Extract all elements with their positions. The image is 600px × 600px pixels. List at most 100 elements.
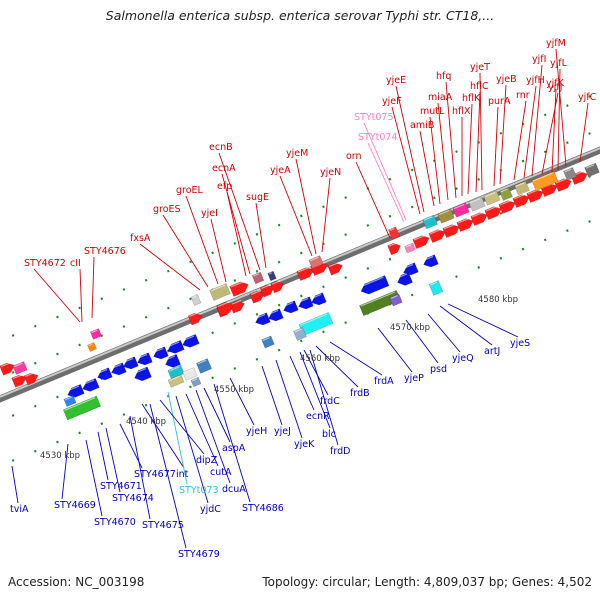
forward-gene-2 [23, 372, 39, 386]
leader-line [295, 158, 317, 255]
top-feature-2 [87, 342, 97, 352]
gene-label-top: hflX [452, 106, 471, 117]
leader-line [419, 130, 435, 207]
gene-label-bottom: artJ [484, 346, 500, 357]
leader-line [557, 68, 561, 171]
reverse-gene-block-1 [164, 353, 181, 368]
forward-gene-12 [387, 242, 401, 256]
bottom-feature-0 [62, 395, 102, 421]
gene-label-top: yjeM [286, 148, 308, 159]
leader-line [493, 106, 499, 187]
leader-line [523, 85, 537, 179]
leader-line [329, 341, 383, 376]
forward-gene-7 [259, 284, 275, 298]
gene-label-top: sugE [246, 192, 269, 203]
gene-label-top: yjeB [496, 74, 517, 85]
leader-line [203, 387, 231, 443]
leader-line [139, 243, 201, 291]
leader-line [363, 122, 407, 221]
leader-line [79, 268, 83, 323]
top-feature-18 [563, 167, 577, 181]
reverse-gene-9 [282, 300, 299, 314]
gene-label-bottom: STY4671 [100, 481, 142, 492]
leader-line [129, 415, 151, 520]
gene-label-top: STY4672 [24, 258, 66, 269]
gene-label-bottom: dcuA [222, 484, 246, 495]
gene-label-top: yjfK [546, 78, 565, 89]
forward-gene-23 [554, 177, 572, 193]
leader-line [149, 403, 187, 549]
leader-line [445, 81, 457, 199]
gene-label-bottom: yjeQ [452, 353, 474, 364]
gene-label-bottom: int [176, 469, 189, 480]
leader-line [531, 64, 543, 177]
gene-label-top: yjeI [201, 208, 218, 219]
leader-line [105, 427, 121, 493]
reverse-gene-15 [81, 377, 100, 392]
gene-label-bottom: frdC [320, 396, 340, 407]
forward-gene-11 [327, 261, 343, 276]
leader-line [355, 161, 391, 239]
forward-gene-17 [470, 211, 488, 227]
forward-gene-18 [484, 205, 502, 221]
leader-line [167, 391, 188, 485]
leader-line [226, 191, 247, 277]
gene-label-bottom: frdA [374, 376, 394, 387]
leader-line [303, 349, 329, 396]
gene-label-bottom: STY4669 [54, 500, 96, 511]
forward-gene-9 [296, 266, 314, 282]
gene-label-bottom: STY4677 [134, 469, 176, 480]
gene-label-bottom: yjeK [294, 439, 315, 450]
gene-label-top: hflK [462, 93, 481, 104]
genome-summary-text: Topology: circular; Length: 4,809,037 bp… [262, 575, 592, 589]
scale-label: 4540 kbp [126, 417, 166, 427]
leader-line [391, 106, 421, 215]
gene-label-top: hflC [470, 81, 489, 92]
top-feature-10 [422, 214, 438, 230]
bottom-feature-4 [196, 358, 212, 374]
top-feature-6 [267, 270, 277, 282]
leader-line [261, 365, 283, 426]
gene-label-top: STYt075 [354, 112, 394, 123]
leader-line [499, 84, 507, 185]
reverse-gene-block-3 [396, 271, 413, 286]
gene-label-top: groES [153, 204, 181, 215]
gene-label-bottom: cutA [210, 467, 232, 478]
gene-label-bottom: yjeH [246, 426, 267, 437]
top-feature-17 [531, 170, 559, 192]
gene-label-top: yjfL [550, 58, 568, 69]
gene-label-bottom: yjeS [510, 338, 530, 349]
gene-label-top: STY4676 [84, 246, 126, 257]
gene-label-top: groEL [176, 185, 204, 196]
gene-label-bottom: STY4670 [94, 517, 136, 528]
top-feature-4 [190, 294, 202, 306]
forward-gene-15 [442, 223, 460, 239]
forward-gene-16 [456, 217, 474, 233]
gene-label-bottom: frdD [330, 446, 350, 457]
forward-gene-block-1 [216, 300, 234, 317]
leader-line [395, 85, 425, 213]
leader-line [309, 349, 339, 446]
forward-gene-1 [11, 373, 27, 388]
leader-line [213, 383, 251, 503]
leader-line [91, 256, 95, 319]
top-feature-0 [12, 361, 28, 375]
gene-label-bottom: frdB [350, 388, 370, 399]
leader-line [321, 177, 331, 253]
top-feature-8 [388, 226, 400, 240]
forward-gene-14 [428, 228, 446, 244]
leader-line [439, 305, 493, 346]
reverse-gene-1 [110, 362, 127, 376]
gene-label-bottom: yjdC [200, 504, 221, 515]
gene-label-top: mutL [420, 106, 445, 117]
gene-label-bottom: aspA [222, 443, 246, 454]
forward-gene-3 [187, 312, 203, 326]
top-feature-5 [251, 271, 265, 285]
bottom-feature-5 [190, 376, 202, 388]
gene-label-bottom: STY4674 [112, 493, 154, 504]
forward-gene-5 [229, 299, 245, 314]
gene-label-top: fxsA [130, 233, 151, 244]
gene-label-top: yjeT [470, 62, 490, 73]
gene-label-top: ecnA [212, 163, 236, 174]
top-feature-9 [404, 242, 416, 254]
